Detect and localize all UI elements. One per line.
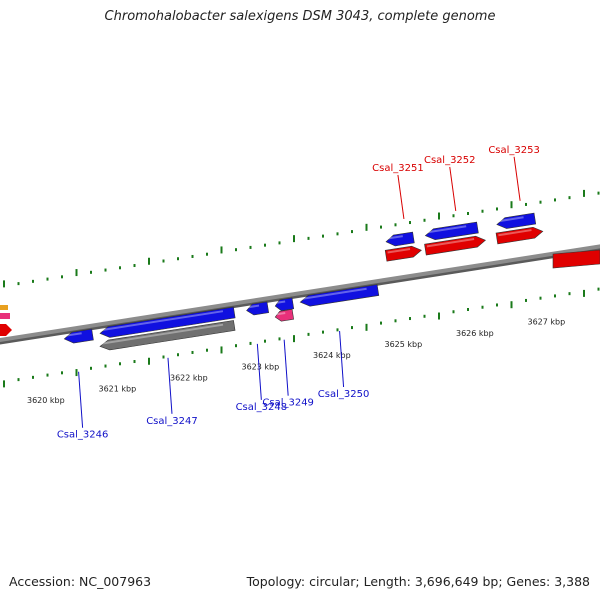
gene-Csal_3247-highlight <box>101 310 224 332</box>
genome-title: Chromohalobacter salexigens DSM 3043, co… <box>104 9 496 24</box>
gene-Csal_3248-shape <box>246 301 270 316</box>
gene-Csal_3252-reverse[interactable] <box>424 235 487 256</box>
gene-Csal_3253-forward-shape <box>496 212 537 229</box>
accession-text: Accession: NC_007963 <box>9 574 152 589</box>
gene-Csal_3253-forward-highlight <box>498 216 524 223</box>
gene-Csal_3249-highlight <box>276 300 286 304</box>
gene-Csal_3251-reverse[interactable] <box>384 245 422 262</box>
outer-tick-ring <box>3 189 600 288</box>
gene-Csal_3252-reverse-highlight <box>426 238 475 248</box>
gene-label-Csal_3252[interactable]: Csal_3252 <box>424 155 476 166</box>
gene-Csal_3252-forward[interactable] <box>424 221 479 241</box>
gene-Csal_3249-shape <box>274 297 295 311</box>
gene-Csal_3251-forward-shape <box>385 231 415 247</box>
leader-Csal_3247 <box>167 357 173 414</box>
gene-Csal_3246-shape <box>63 328 94 344</box>
leader-Csal_3248 <box>256 343 262 400</box>
leader-Csal_3250 <box>339 330 345 388</box>
gene-Csal_3246-highlight <box>65 332 82 337</box>
scale-label-5: 3625 kbp <box>385 340 423 349</box>
gene-Csal_3251-reverse-highlight <box>387 248 411 254</box>
gene-Csal_3248-highlight <box>247 304 260 309</box>
leader-Csal_3249 <box>283 339 289 396</box>
scale-label-0: 3620 kbp <box>27 396 65 405</box>
gene-Csal_3250-highlight <box>301 287 367 300</box>
gene-label-Csal_3247[interactable]: Csal_3247 <box>146 416 198 427</box>
gene-Csal_3247-shape <box>99 306 236 338</box>
edge-feature-red-right <box>552 249 600 269</box>
topology-text: Topology: circular; Length: 3,696,649 bp… <box>246 574 590 589</box>
scale-labels: 3620 kbp 3621 kbp 3622 kbp 3623 kbp 3624 kbp… <box>27 318 565 405</box>
scale-label-2: 3622 kbp <box>170 373 208 382</box>
backbone-line <box>0 244 600 343</box>
partial-edge-features <box>0 249 600 336</box>
gene-Csal_3253-forward[interactable] <box>496 212 537 230</box>
gene-Csal_3248[interactable] <box>246 301 270 316</box>
edge-feature-red-left <box>0 324 12 336</box>
gene-Csal_3253-reverse[interactable] <box>495 226 544 245</box>
gene-Csal_3250-shape <box>299 284 380 307</box>
leader-Csal_3251 <box>397 174 405 220</box>
gene-Csal_3249-rna-shape <box>274 309 294 322</box>
gene-label-Csal_3251[interactable]: Csal_3251 <box>372 163 424 174</box>
gene-Csal_3247[interactable] <box>99 306 236 339</box>
gene-Csal_3250[interactable] <box>299 284 380 308</box>
gene-Csal_3251-forward[interactable] <box>385 231 415 247</box>
scale-label-1: 3621 kbp <box>99 385 137 394</box>
gene-Csal_3247-pseudo-highlight <box>101 323 224 345</box>
gene-Csal_3246[interactable] <box>63 328 94 344</box>
leader-Csal_3246 <box>78 371 84 428</box>
gene-Csal_3249-rna[interactable] <box>274 309 294 322</box>
scale-label-6: 3626 kbp <box>456 329 494 338</box>
gene-Csal_3251-reverse-shape <box>384 245 422 262</box>
gene-Csal_3249-rna-highlight <box>276 311 286 316</box>
gene-Csal_3252-forward-highlight <box>426 225 467 234</box>
gene-label-Csal_3246[interactable]: Csal_3246 <box>57 430 109 441</box>
gene-label-Csal_3250[interactable]: Csal_3250 <box>318 389 370 400</box>
gene-label-Csal_3249[interactable]: Csal_3249 <box>262 398 314 409</box>
gene-Csal_3247-pseudo-shape <box>99 320 236 351</box>
inner-tick-ring <box>3 287 600 388</box>
gene-features <box>63 212 544 352</box>
gene-Csal_3247-pseudo[interactable] <box>99 320 236 352</box>
gene-Csal_3252-forward-shape <box>424 221 479 240</box>
gene-label-Csal_3253[interactable]: Csal_3253 <box>488 145 540 156</box>
gene-Csal_3253-reverse-shape <box>495 226 544 245</box>
leader-Csal_3253 <box>513 156 521 201</box>
gene-label-Csal_3248[interactable]: Csal_3248 <box>236 402 288 413</box>
scale-label-7: 3627 kbp <box>528 318 566 327</box>
leader-Csal_3252 <box>449 166 457 211</box>
scale-label-4: 3624 kbp <box>313 351 351 360</box>
genome-backbone <box>0 244 600 345</box>
gene-Csal_3253-reverse-highlight <box>498 229 532 237</box>
gene-Csal_3249[interactable] <box>274 297 295 312</box>
scale-label-3: 3623 kbp <box>242 362 280 371</box>
edge-feature-orange <box>0 305 8 310</box>
edge-feature-pink <box>0 313 10 319</box>
gene-Csal_3251-forward-highlight <box>387 235 403 240</box>
gene-Csal_3252-reverse-shape <box>424 235 486 256</box>
